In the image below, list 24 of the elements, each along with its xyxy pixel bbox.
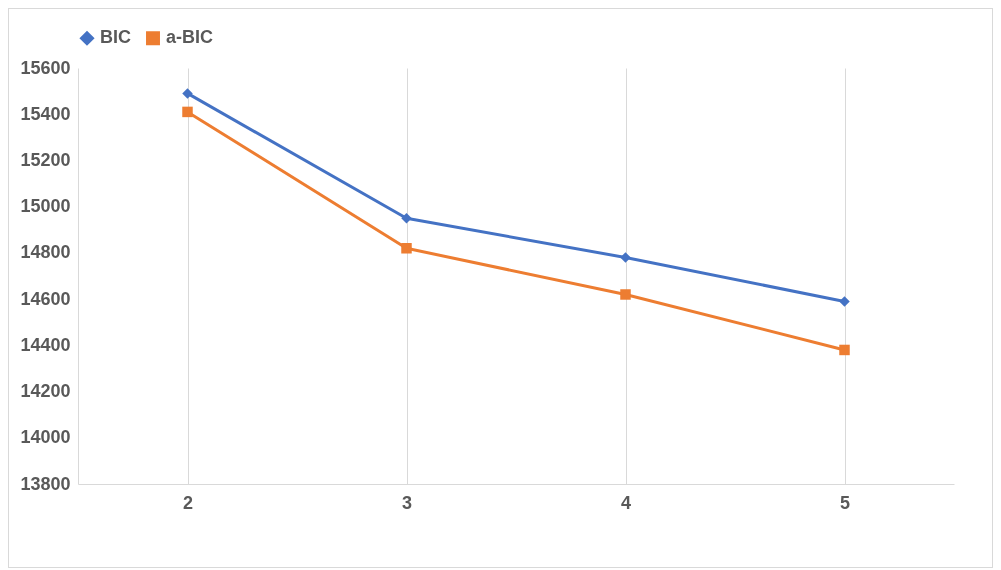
y-tick-label: 14200 — [20, 381, 71, 402]
y-tick-label: 14600 — [20, 288, 71, 309]
point — [182, 106, 193, 118]
legend-label: a-BIC — [166, 27, 214, 48]
point — [620, 289, 631, 300]
y-tick-label: 15600 — [20, 57, 71, 78]
point — [182, 88, 193, 99]
x-tick-label: 3 — [401, 492, 413, 513]
point — [839, 296, 850, 307]
y-tick-label: 14000 — [20, 427, 71, 448]
point — [839, 344, 850, 356]
y-tick-label: 13800 — [20, 473, 71, 494]
y-tick-label: 14800 — [20, 242, 71, 263]
x-tick-label: 2 — [182, 492, 194, 513]
point — [401, 212, 412, 224]
y-tick-label: 14400 — [20, 334, 71, 355]
y-tick-label: 15200 — [20, 149, 71, 170]
y-tick-label: 15400 — [20, 103, 71, 124]
legend-label: BIC — [100, 27, 131, 48]
point — [620, 252, 631, 263]
y-tick-label: 15000 — [20, 196, 71, 217]
x-tick-label: 5 — [839, 492, 851, 513]
x-tick-label: 4 — [620, 492, 632, 513]
point — [401, 243, 412, 254]
